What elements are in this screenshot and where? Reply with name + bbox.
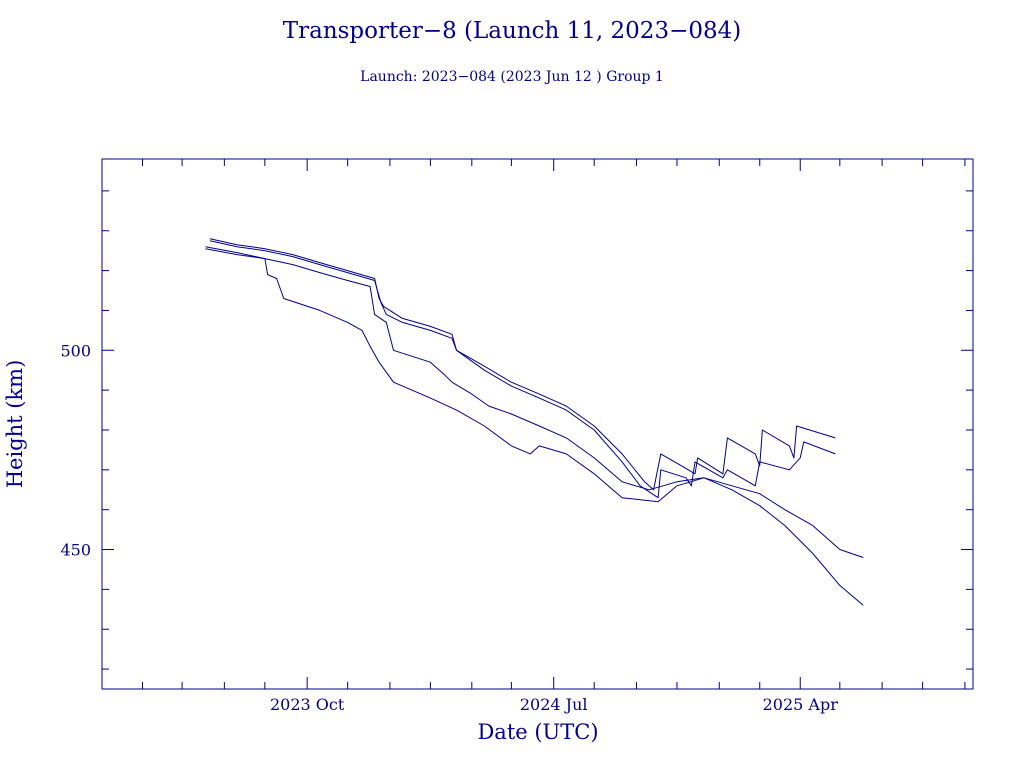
chart-subtitle: Launch: 2023−084 (2023 Jun 12 ) Group 1 — [360, 69, 664, 85]
series-lines — [205, 238, 864, 606]
series-line-1 — [209, 238, 836, 491]
chart-title: Transporter−8 (Launch 11, 2023−084) — [283, 18, 741, 44]
x-tick-label: 2025 Apr — [763, 695, 839, 714]
series-line-3 — [205, 246, 864, 558]
series-line-2 — [209, 240, 836, 499]
x-axis-label: Date (UTC) — [477, 720, 598, 744]
axis-ticks — [102, 159, 973, 689]
y-axis-label: Height (km) — [3, 360, 27, 489]
axis-tick-labels: 2023 Oct 2024 Jul 2025 Apr 500 450 — [60, 341, 838, 714]
series-line-4 — [205, 248, 864, 606]
plot-frame — [101, 158, 974, 690]
y-tick-label: 450 — [60, 541, 91, 560]
x-tick-label: 2023 Oct — [270, 695, 345, 714]
y-tick-label: 500 — [60, 341, 91, 360]
x-tick-label: 2024 Jul — [520, 695, 588, 714]
